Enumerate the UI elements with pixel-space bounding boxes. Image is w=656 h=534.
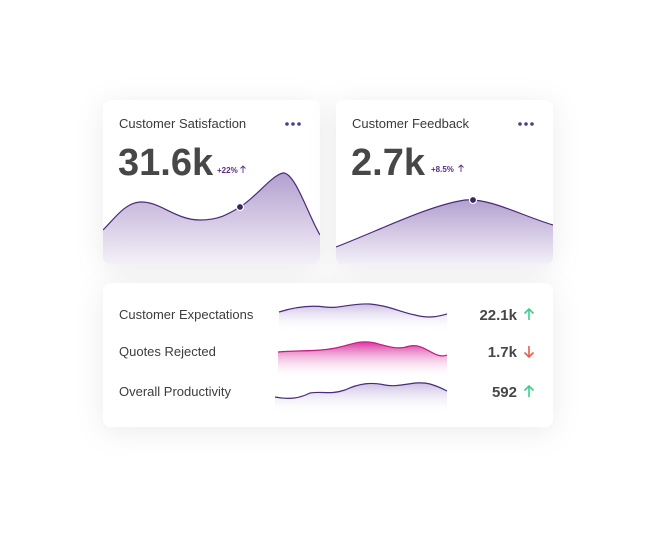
card-title: Customer Feedback bbox=[352, 116, 470, 131]
metric-value: 22.1k bbox=[479, 307, 517, 324]
up-icon bbox=[523, 384, 535, 397]
metric-value: 1.7k bbox=[488, 344, 518, 361]
up-icon bbox=[458, 164, 464, 172]
area-chart bbox=[103, 172, 320, 265]
area-chart bbox=[336, 195, 553, 265]
menu-button[interactable] bbox=[518, 122, 534, 126]
sparkline bbox=[278, 303, 448, 332]
card-value: 2.7k bbox=[351, 142, 426, 184]
menu-button[interactable] bbox=[285, 122, 301, 126]
metric-label: Quotes Rejected bbox=[119, 344, 216, 359]
up-icon bbox=[240, 165, 246, 173]
up-icon bbox=[523, 307, 535, 320]
card-change: +22% bbox=[217, 166, 238, 175]
metric-value: 592 bbox=[492, 384, 517, 401]
metric-label: Overall Productivity bbox=[119, 384, 231, 399]
down-icon bbox=[523, 346, 535, 359]
sparkline bbox=[274, 382, 448, 414]
card-change: +8.5% bbox=[431, 165, 454, 174]
card-title: Customer Satisfaction bbox=[119, 116, 246, 131]
card-value: 31.6k bbox=[118, 142, 214, 184]
sparkline bbox=[277, 341, 448, 378]
metric-label: Customer Expectations bbox=[119, 307, 254, 322]
